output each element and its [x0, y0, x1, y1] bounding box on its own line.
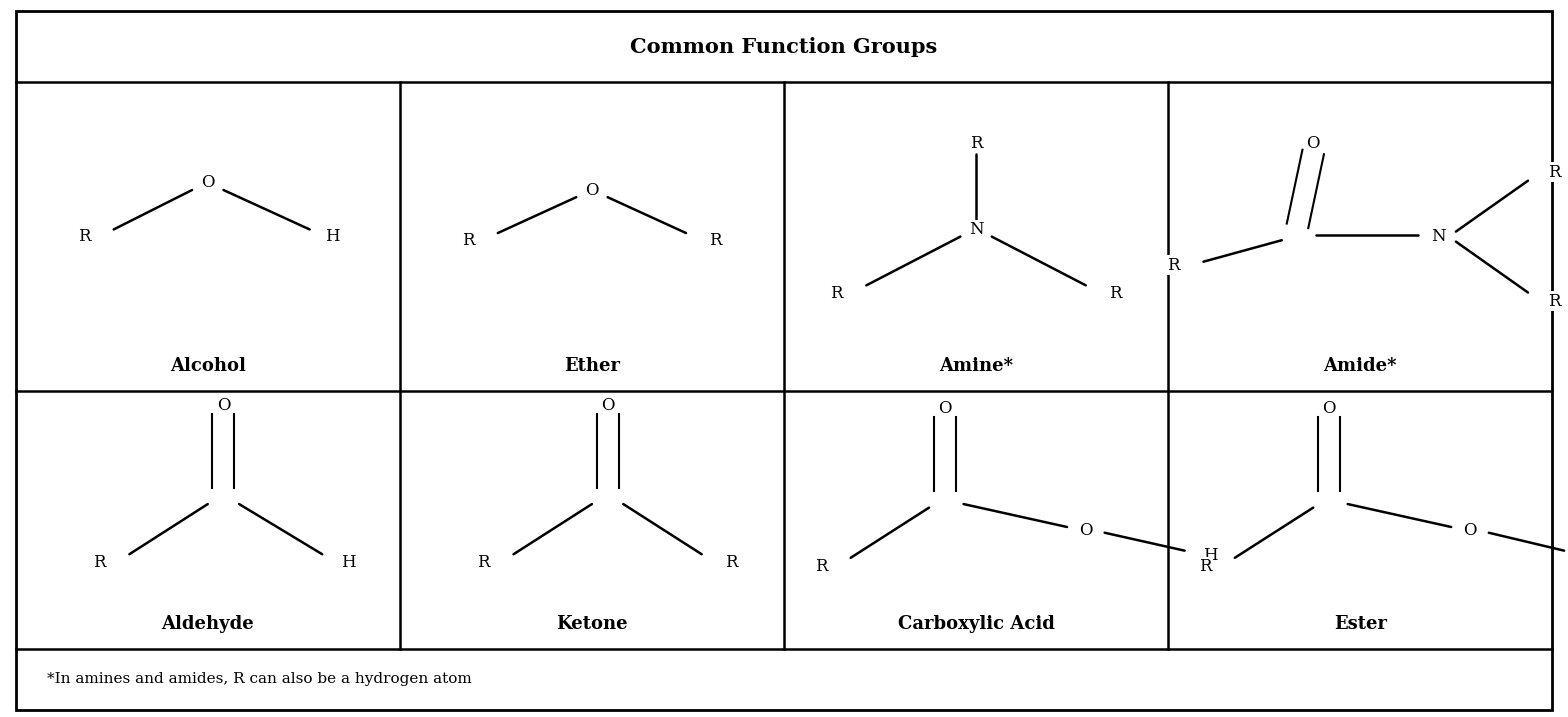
- Text: Amide*: Amide*: [1323, 356, 1397, 375]
- Text: R: R: [1110, 285, 1121, 303]
- Text: H: H: [1203, 547, 1218, 564]
- Text: Carboxylic Acid: Carboxylic Acid: [897, 614, 1055, 633]
- Text: Ether: Ether: [564, 356, 619, 375]
- Text: R: R: [724, 554, 737, 571]
- Text: O: O: [585, 181, 599, 199]
- Text: H: H: [342, 554, 356, 571]
- Text: Aldehyde: Aldehyde: [162, 614, 254, 633]
- Text: R: R: [815, 558, 828, 575]
- Text: R: R: [1168, 257, 1179, 274]
- Text: R: R: [709, 232, 721, 249]
- Text: Amine*: Amine*: [939, 356, 1013, 375]
- Text: N: N: [969, 221, 983, 238]
- Text: R: R: [1548, 163, 1560, 181]
- Text: O: O: [938, 400, 952, 417]
- Text: Alcohol: Alcohol: [169, 356, 246, 375]
- Text: R: R: [831, 285, 844, 303]
- Text: R: R: [1548, 293, 1560, 310]
- Text: O: O: [201, 174, 215, 191]
- Text: O: O: [601, 397, 615, 414]
- Text: O: O: [1079, 522, 1093, 539]
- Text: O: O: [1322, 400, 1336, 417]
- Text: R: R: [94, 554, 107, 571]
- Text: R: R: [463, 232, 474, 249]
- Text: R: R: [478, 554, 489, 571]
- Text: *In amines and amides, R can also be a hydrogen atom: *In amines and amides, R can also be a h…: [47, 673, 472, 686]
- Text: O: O: [216, 397, 230, 414]
- Text: R: R: [78, 228, 91, 245]
- Text: R: R: [1200, 558, 1210, 575]
- Text: H: H: [326, 228, 340, 245]
- Text: O: O: [1463, 522, 1477, 539]
- Text: O: O: [1306, 135, 1320, 152]
- Text: R: R: [971, 135, 982, 152]
- Text: Ketone: Ketone: [557, 614, 627, 633]
- FancyBboxPatch shape: [16, 11, 1552, 710]
- Text: Common Function Groups: Common Function Groups: [630, 37, 938, 57]
- Text: N: N: [1432, 228, 1446, 245]
- Text: Ester: Ester: [1334, 614, 1386, 633]
